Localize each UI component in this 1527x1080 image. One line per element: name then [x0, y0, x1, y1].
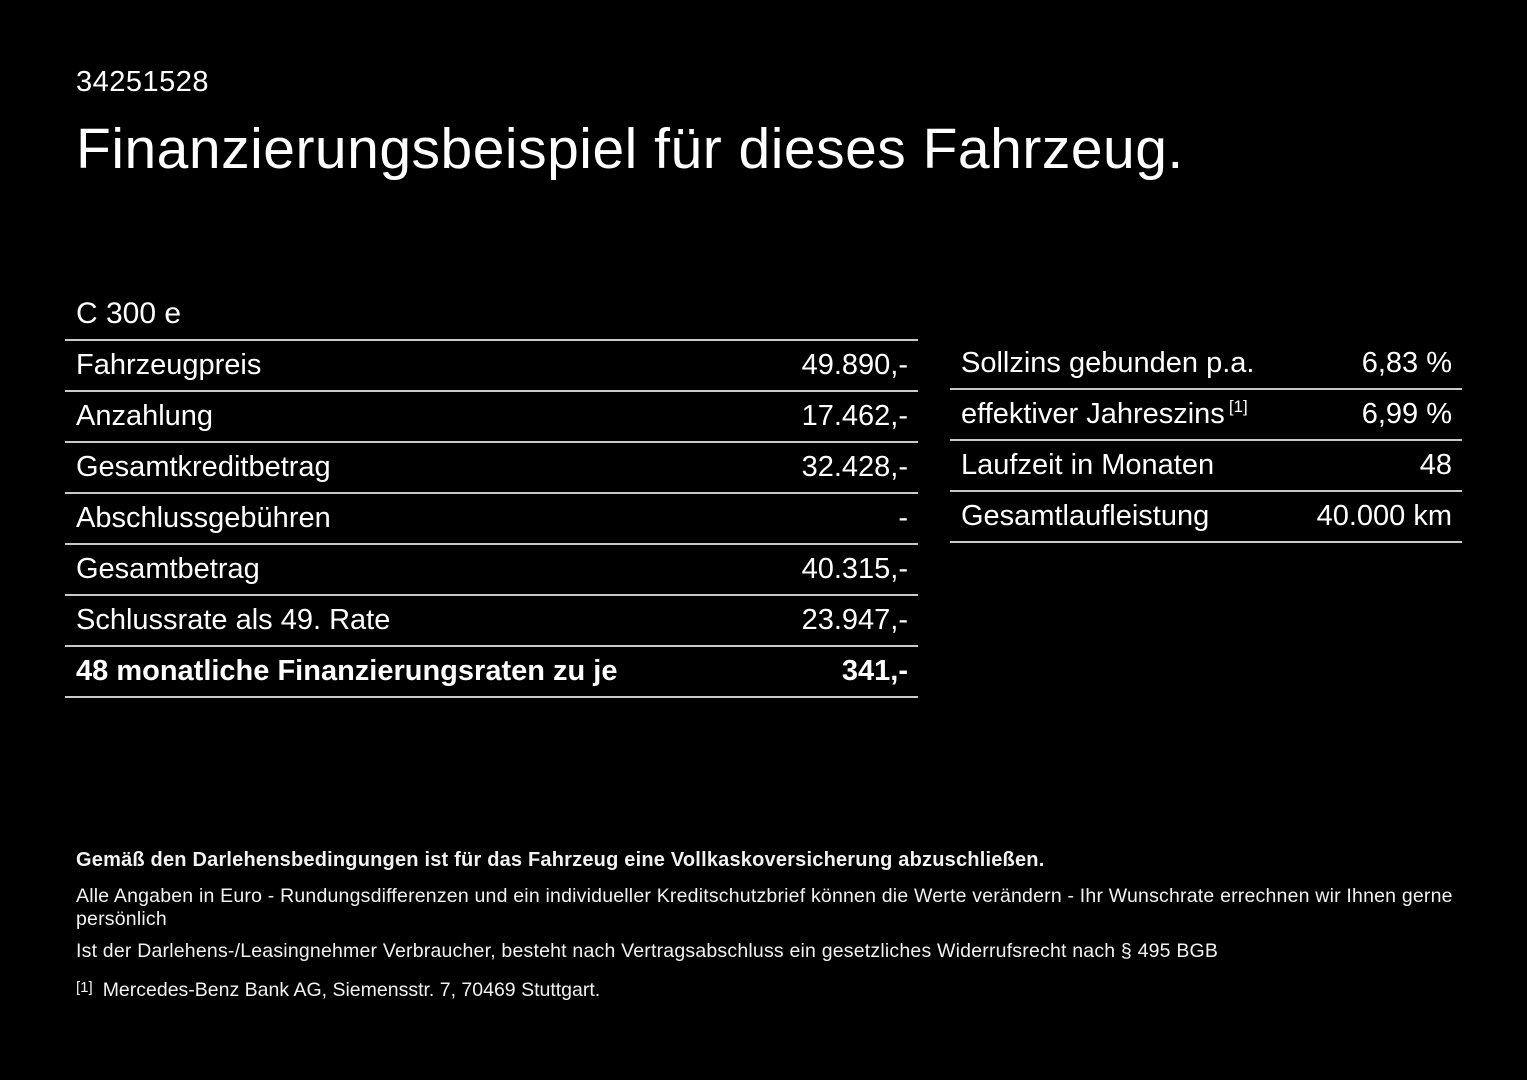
page-title: Finanzierungsbeispiel für dieses Fahrzeu… [76, 117, 1184, 181]
row-value: 49.890,- [801, 349, 908, 381]
row-value: 17.462,- [801, 400, 908, 432]
legal-euro-note: Alle Angaben in Euro - Rundungsdifferenz… [76, 885, 1453, 930]
row-label: Fahrzeugpreis [76, 349, 262, 381]
footnote-marker: [1] [76, 979, 93, 996]
row-value: 6,99 % [1361, 398, 1452, 430]
table-row: Gesamtlaufleistung 40.000 km [950, 492, 1462, 543]
row-value: - [898, 502, 908, 534]
row-label: Gesamtlaufleistung [961, 500, 1210, 532]
row-label: effektiver Jahreszins [1] [961, 397, 1248, 430]
row-label: Abschlussgebühren [76, 502, 331, 534]
row-value: 48 [1419, 449, 1452, 481]
legal-withdrawal-note: Ist der Darlehens-/Leasingnehmer Verbrau… [76, 940, 1219, 962]
financing-table-right: Sollzins gebunden p.a. 6,83 % effektiver… [950, 339, 1462, 543]
footnote-reference: [1] [1228, 397, 1248, 417]
row-value: 341,- [841, 655, 908, 687]
document-id: 34251528 [76, 66, 210, 98]
table-row-monthly-rate: 48 monatliche Finanzierungsraten zu je 3… [65, 647, 918, 698]
row-value: 32.428,- [801, 451, 908, 483]
vehicle-model: C 300 e [76, 297, 182, 330]
table-row: Anzahlung 17.462,- [65, 392, 918, 443]
legal-insurance-note: Gemäß den Darlehensbedingungen ist für d… [76, 849, 1045, 871]
table-row: Gesamtkreditbetrag 32.428,- [65, 443, 918, 494]
footnote-text: Mercedes-Benz Bank AG, Siemensstr. 7, 70… [102, 979, 601, 1001]
row-value: 40.000 km [1316, 500, 1452, 532]
table-row: Gesamtbetrag 40.315,- [65, 545, 918, 596]
legal-disclaimer-block: Gemäß den Darlehensbedingungen ist für d… [76, 849, 1456, 1002]
row-label: Schlussrate als 49. Rate [76, 604, 391, 636]
table-row: Schlussrate als 49. Rate 23.947,- [65, 596, 918, 647]
row-label: 48 monatliche Finanzierungsraten zu je [76, 655, 618, 687]
table-row: Laufzeit in Monaten 48 [950, 441, 1462, 492]
row-label: Gesamtbetrag [76, 553, 260, 585]
row-value: 6,83 % [1361, 347, 1452, 379]
row-value: 23.947,- [801, 604, 908, 636]
row-label: Laufzeit in Monaten [961, 449, 1215, 481]
row-label: Anzahlung [76, 400, 214, 432]
financing-table-left: Fahrzeugpreis 49.890,- Anzahlung 17.462,… [65, 339, 918, 698]
table-row: Fahrzeugpreis 49.890,- [65, 341, 918, 392]
row-label: Sollzins gebunden p.a. [961, 347, 1255, 379]
row-value: 40.315,- [801, 553, 908, 585]
legal-footnote: [1] Mercedes-Benz Bank AG, Siemensstr. 7… [76, 979, 1456, 1002]
table-row: Abschlussgebühren - [65, 494, 918, 545]
table-row: effektiver Jahreszins [1] 6,99 % [950, 390, 1462, 441]
table-row: Sollzins gebunden p.a. 6,83 % [950, 339, 1462, 390]
row-label: Gesamtkreditbetrag [76, 451, 331, 483]
